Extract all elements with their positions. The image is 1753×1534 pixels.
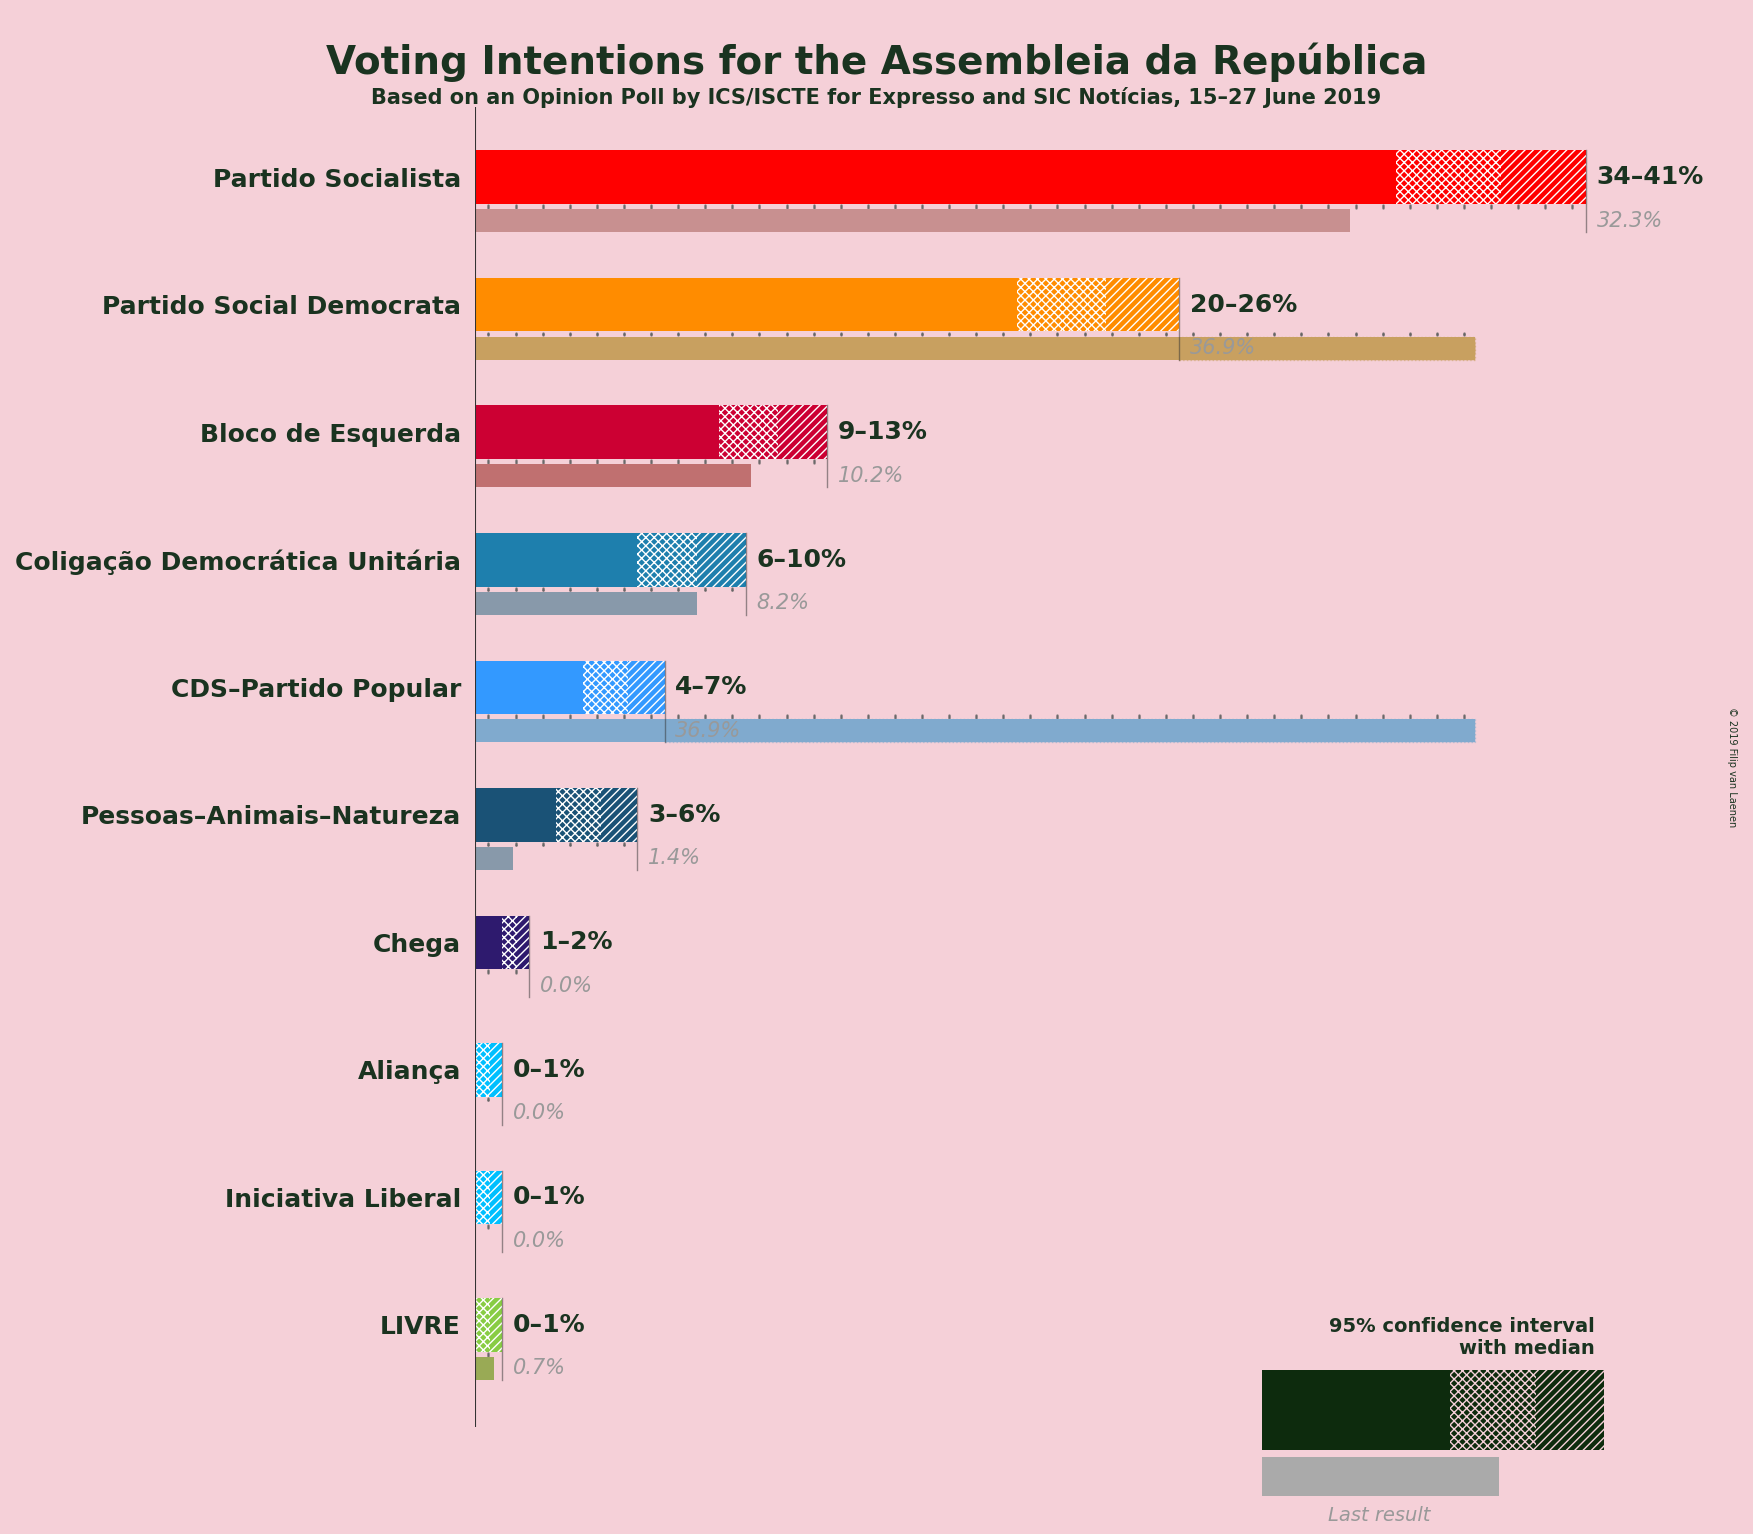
Text: 6–10%: 6–10% bbox=[757, 548, 847, 572]
Text: Voting Intentions for the Assembleia da República: Voting Intentions for the Assembleia da … bbox=[326, 43, 1427, 83]
Bar bbox=[489, 1298, 501, 1351]
Bar bbox=[475, 719, 1474, 742]
Text: 8.2%: 8.2% bbox=[757, 594, 810, 614]
Bar bbox=[475, 336, 1474, 359]
Bar bbox=[475, 1356, 494, 1379]
Bar bbox=[475, 1170, 489, 1224]
Text: 95% confidence interval
with median: 95% confidence interval with median bbox=[1329, 1316, 1595, 1358]
Bar bbox=[475, 1043, 489, 1097]
Text: 0–1%: 0–1% bbox=[514, 1058, 586, 1081]
Bar bbox=[778, 405, 827, 459]
Bar bbox=[475, 1298, 489, 1351]
Text: 0–1%: 0–1% bbox=[514, 1313, 586, 1338]
Text: 10.2%: 10.2% bbox=[838, 466, 905, 486]
Bar bbox=[475, 916, 501, 969]
Bar bbox=[1262, 1370, 1450, 1450]
Bar bbox=[475, 592, 698, 615]
Bar bbox=[489, 1170, 501, 1224]
Bar bbox=[719, 405, 778, 459]
Text: © 2019 Filip van Laenen: © 2019 Filip van Laenen bbox=[1727, 707, 1737, 827]
Text: 9–13%: 9–13% bbox=[838, 420, 927, 445]
Bar bbox=[584, 661, 628, 713]
Bar bbox=[517, 916, 529, 969]
Text: 36.9%: 36.9% bbox=[675, 721, 742, 741]
Bar bbox=[489, 1043, 501, 1097]
Bar bbox=[475, 788, 556, 842]
Bar bbox=[475, 465, 752, 488]
Bar bbox=[638, 532, 698, 586]
Text: 4–7%: 4–7% bbox=[675, 675, 749, 700]
Bar bbox=[601, 788, 638, 842]
Bar bbox=[475, 150, 1395, 204]
Text: 1–2%: 1–2% bbox=[540, 930, 612, 954]
Bar bbox=[698, 532, 745, 586]
Text: 0–1%: 0–1% bbox=[514, 1186, 586, 1209]
Text: 0.0%: 0.0% bbox=[514, 1230, 566, 1250]
Text: 20–26%: 20–26% bbox=[1190, 293, 1297, 316]
Bar bbox=[1017, 278, 1106, 331]
Bar bbox=[475, 209, 1350, 232]
Bar bbox=[475, 847, 514, 870]
Bar bbox=[1501, 150, 1586, 204]
Bar bbox=[664, 719, 1474, 742]
Bar bbox=[556, 788, 601, 842]
Text: 0.7%: 0.7% bbox=[514, 1358, 566, 1378]
Text: 3–6%: 3–6% bbox=[649, 802, 720, 827]
Text: 0.0%: 0.0% bbox=[514, 1103, 566, 1123]
Bar bbox=[1106, 278, 1180, 331]
Bar bbox=[475, 532, 638, 586]
Bar bbox=[475, 278, 1017, 331]
Bar bbox=[1395, 150, 1501, 204]
Bar bbox=[1180, 336, 1474, 359]
Bar bbox=[628, 661, 664, 713]
Text: 36.9%: 36.9% bbox=[1190, 337, 1257, 357]
Text: 1.4%: 1.4% bbox=[649, 848, 701, 868]
Text: Last result: Last result bbox=[1329, 1506, 1430, 1525]
Text: 32.3%: 32.3% bbox=[1597, 210, 1664, 230]
Text: Based on an Opinion Poll by ICS/ISCTE for Expresso and SIC Notícias, 15–27 June : Based on an Opinion Poll by ICS/ISCTE fo… bbox=[372, 87, 1381, 109]
Bar bbox=[475, 661, 584, 713]
Bar bbox=[475, 405, 719, 459]
Bar bbox=[1450, 1370, 1536, 1450]
Bar bbox=[501, 916, 517, 969]
Text: 0.0%: 0.0% bbox=[540, 976, 593, 996]
Bar bbox=[1536, 1370, 1604, 1450]
Text: 34–41%: 34–41% bbox=[1597, 166, 1704, 189]
